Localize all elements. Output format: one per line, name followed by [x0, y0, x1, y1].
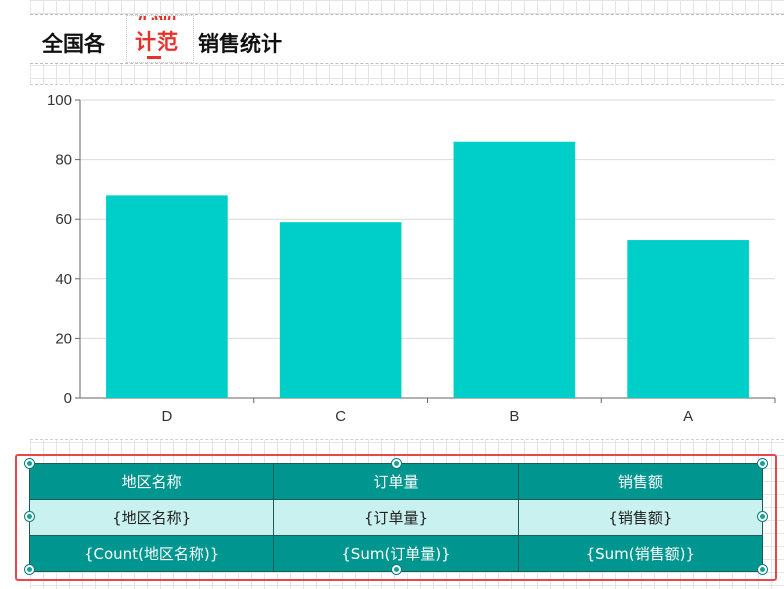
detail-cell-orders[interactable]: {订单量}	[273, 499, 519, 536]
footer-cell-region-count[interactable]: {Count(地区名称)}	[28, 535, 275, 572]
resize-handle-bottom-center[interactable]	[392, 565, 401, 574]
title-text-left[interactable]: 全国各	[42, 32, 105, 56]
x-label-A: A	[683, 408, 693, 425]
table-detail-row: {地区名称} {订单量} {销售额}	[28, 499, 764, 536]
bar-D	[106, 195, 228, 398]
report-table[interactable]: 地区名称 订单量 销售额 {地区名称} {订单量} {销售额} {Count(地…	[28, 463, 764, 572]
y-tick-label-100: 100	[47, 92, 72, 109]
table-selection-frame	[15, 454, 777, 581]
header-cell-orders[interactable]: 订单量	[273, 463, 519, 500]
logo-fragment-top: 心研	[138, 16, 184, 20]
bar-A	[627, 240, 749, 398]
footer-cell-sales-sum[interactable]: {Sum(销售额)}	[517, 535, 764, 572]
resize-handle-bottom-left[interactable]	[25, 565, 34, 574]
header-cell-sales[interactable]: 销售额	[517, 463, 764, 500]
y-tick-label-0: 0	[64, 390, 72, 407]
logo-text: 计范	[135, 30, 179, 54]
x-label-B: B	[509, 408, 519, 425]
logo-image[interactable]: 心研 计范	[126, 15, 194, 63]
resize-handle-top-center[interactable]	[392, 459, 401, 468]
bar-C	[279, 222, 402, 398]
header-cell-region[interactable]: 地区名称	[28, 463, 275, 500]
y-tick-label-20: 20	[55, 330, 72, 347]
table-header-row: 地区名称 订单量 销售额	[28, 463, 764, 500]
footer-cell-orders-sum[interactable]: {Sum(订单量)}	[273, 535, 519, 572]
resize-handle-top-left[interactable]	[25, 459, 34, 468]
chart-band[interactable]: 100 80 60 40 20 0 D C B A	[30, 84, 784, 440]
table-footer-row: {Count(地区名称)} {Sum(订单量)} {Sum(销售额)}	[28, 535, 764, 572]
resize-handle-bottom-right[interactable]	[758, 565, 767, 574]
detail-cell-sales[interactable]: {销售额}	[517, 499, 764, 536]
resize-handle-middle-right[interactable]	[758, 512, 767, 521]
bar-B	[453, 141, 576, 398]
detail-cell-region[interactable]: {地区名称}	[28, 499, 275, 536]
y-tick-label-40: 40	[55, 271, 72, 288]
x-label-C: C	[335, 408, 346, 425]
logo-underline	[147, 56, 161, 59]
bar-chart[interactable]: 100 80 60 40 20 0 D C B A	[30, 85, 784, 439]
y-tick-label-80: 80	[55, 152, 72, 169]
x-label-D: D	[161, 408, 172, 425]
y-tick-label-60: 60	[55, 211, 72, 228]
resize-handle-middle-left[interactable]	[25, 512, 34, 521]
resize-handle-top-right[interactable]	[758, 459, 767, 468]
title-band[interactable]: 全国各 心研 计范 销售统计	[30, 14, 784, 64]
title-text-right[interactable]: 销售统计	[198, 32, 282, 56]
